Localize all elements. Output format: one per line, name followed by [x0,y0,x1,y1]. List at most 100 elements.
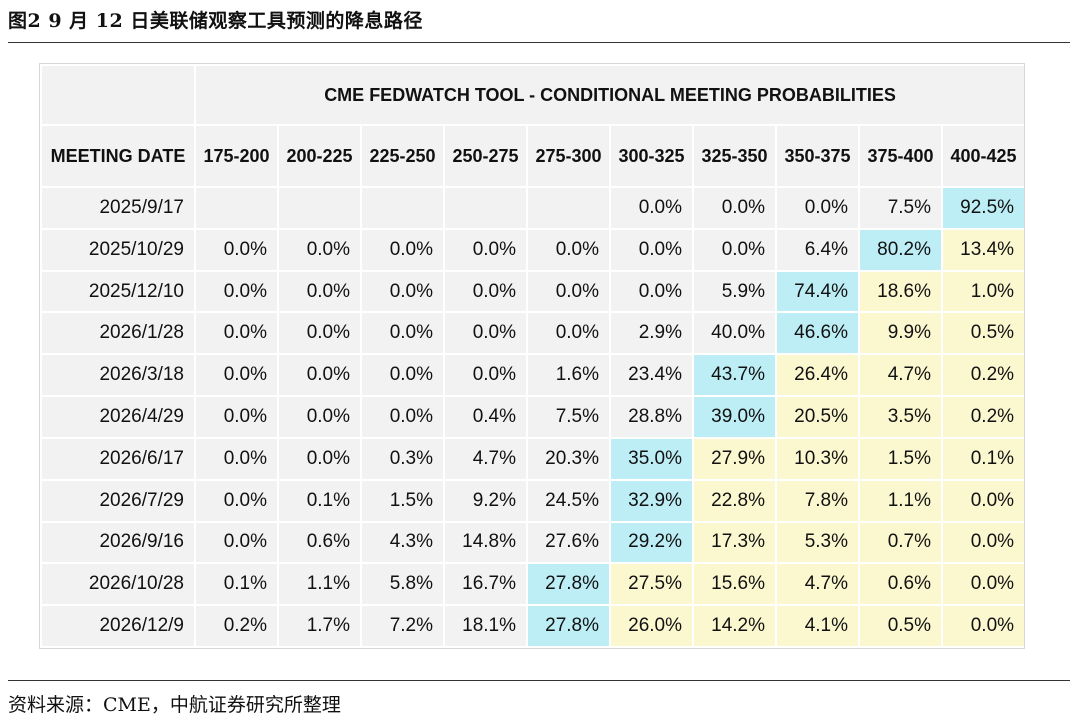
probability-cell: 20.3% [526,436,611,481]
probability-cell: 1.5% [360,478,445,523]
probability-cell: 0.0% [360,311,445,356]
probability-cell-highlighted: 92.5% [940,186,1027,230]
column-header: 275-300 [526,124,611,188]
probability-cell: 15.6% [692,562,777,607]
probability-cell: 17.3% [692,520,777,565]
table-row: 2026/4/29 0.0% 0.0% 0.0% 0.4% 7.5% 28.8% 39.0% 2… [40,395,1027,439]
probability-cell: 0.0% [940,520,1027,565]
probability-cell: 0.7% [858,520,943,565]
meeting-date-cell: 2026/12/9 [40,604,196,648]
probability-cell: 26.4% [775,353,860,398]
probability-cell [277,186,362,230]
probability-cell: 14.2% [692,604,777,648]
table-row: 2025/10/29 0.0% 0.0% 0.0% 0.0% 0.0% 0.0% 0.0% 6.… [40,227,1027,272]
probability-cell: 40.0% [692,311,777,356]
probability-cell: 0.6% [277,520,362,565]
table-header-row: MEETING DATE 175-200 200-225 225-250 250-27… [40,124,1027,188]
table-body: 2025/9/17 0.0% 0.0% 0.0% 7.5% 92.5% 2025/10/29… [40,186,1027,648]
probability-cell-highlighted: 74.4% [775,269,860,314]
meeting-date-cell: 2025/9/17 [40,186,196,230]
probability-cell: 27.5% [609,562,694,607]
column-header: 375-400 [858,124,943,188]
column-header: 250-275 [443,124,528,188]
probability-cell: 26.0% [609,604,694,648]
column-header: 225-250 [360,124,445,188]
probability-cell: 24.5% [526,478,611,523]
probability-cell: 9.9% [858,311,943,356]
probability-cell: 0.0% [277,227,362,272]
probability-cell-highlighted: 43.7% [692,353,777,398]
probability-cell: 0.1% [194,562,279,607]
probability-cell: 4.3% [360,520,445,565]
probability-cell: 0.0% [940,604,1027,648]
meeting-date-cell: 2025/12/10 [40,269,196,314]
probability-cell: 0.0% [360,227,445,272]
meeting-date-cell: 2025/10/29 [40,227,196,272]
column-header: 175-200 [194,124,279,188]
meeting-date-cell: 2026/6/17 [40,436,196,481]
probability-cell: 0.5% [858,604,943,648]
probability-cell: 5.8% [360,562,445,607]
probability-cell: 7.2% [360,604,445,648]
bottom-rule [8,680,1070,681]
probability-cell: 1.1% [277,562,362,607]
probability-cell: 4.7% [858,353,943,398]
probability-cell: 0.0% [277,436,362,481]
table-title: CME FEDWATCH TOOL - CONDITIONAL MEETING … [193,64,1027,126]
probability-cell-highlighted: 27.8% [526,562,611,607]
probability-cell: 0.0% [194,227,279,272]
probability-cell-highlighted: 35.0% [609,436,694,481]
probability-cell: 3.5% [858,395,943,439]
meeting-date-cell: 2026/1/28 [40,311,196,356]
probability-cell: 5.9% [692,269,777,314]
probability-cell: 27.6% [526,520,611,565]
probability-cell: 0.0% [940,562,1027,607]
probability-cell: 0.0% [609,227,694,272]
probability-cell-highlighted: 29.2% [609,520,694,565]
probability-cell: 4.7% [775,562,860,607]
probability-cell-highlighted: 39.0% [692,395,777,439]
probability-cell: 18.6% [858,269,943,314]
probability-cell: 0.0% [360,269,445,314]
table-row: 2025/9/17 0.0% 0.0% 0.0% 7.5% 92.5% [40,186,1027,230]
table-row: 2026/10/28 0.1% 1.1% 5.8% 16.7% 27.8% 27.5% 15.… [40,562,1027,607]
probability-cell: 0.0% [194,520,279,565]
probability-cell [526,186,611,230]
probability-cell-highlighted: 80.2% [858,227,943,272]
table-row: 2026/3/18 0.0% 0.0% 0.0% 0.0% 1.6% 23.4% 43.7% 2… [40,353,1027,398]
column-header: 200-225 [277,124,362,188]
probability-cell: 7.5% [858,186,943,230]
probability-cell: 0.0% [443,227,528,272]
probability-cell: 0.3% [360,436,445,481]
probability-cell: 0.6% [858,562,943,607]
probability-cell: 0.1% [940,436,1027,481]
probability-cell [194,186,279,230]
meeting-date-cell: 2026/7/29 [40,478,196,523]
probability-cell-highlighted: 27.8% [526,604,611,648]
probability-cell: 14.8% [443,520,528,565]
probability-cell: 0.0% [360,353,445,398]
probability-cell: 0.0% [443,269,528,314]
probability-cell: 0.2% [194,604,279,648]
probability-cell: 2.9% [609,311,694,356]
probability-cell: 0.0% [443,353,528,398]
probability-cell: 0.0% [526,311,611,356]
probability-cell: 0.0% [526,269,611,314]
table-title-row: CME FEDWATCH TOOL - CONDITIONAL MEETING … [40,64,1027,126]
probability-cell: 0.0% [194,478,279,523]
probability-cell: 0.0% [940,478,1027,523]
probability-cell: 6.4% [775,227,860,272]
probability-cell: 0.1% [277,478,362,523]
probability-cell: 0.0% [609,269,694,314]
meeting-date-header: MEETING DATE [40,124,196,188]
probability-cell-highlighted: 46.6% [775,311,860,356]
probability-cell: 0.0% [277,269,362,314]
probability-cell: 0.0% [692,186,777,230]
probability-cell: 20.5% [775,395,860,439]
probability-cell: 0.2% [940,395,1027,439]
table-row: 2026/9/16 0.0% 0.6% 4.3% 14.8% 27.6% 29.2% 17.3… [40,520,1027,565]
probability-cell: 4.7% [443,436,528,481]
probability-cell: 5.3% [775,520,860,565]
probability-cell: 10.3% [775,436,860,481]
column-header: 350-375 [775,124,860,188]
